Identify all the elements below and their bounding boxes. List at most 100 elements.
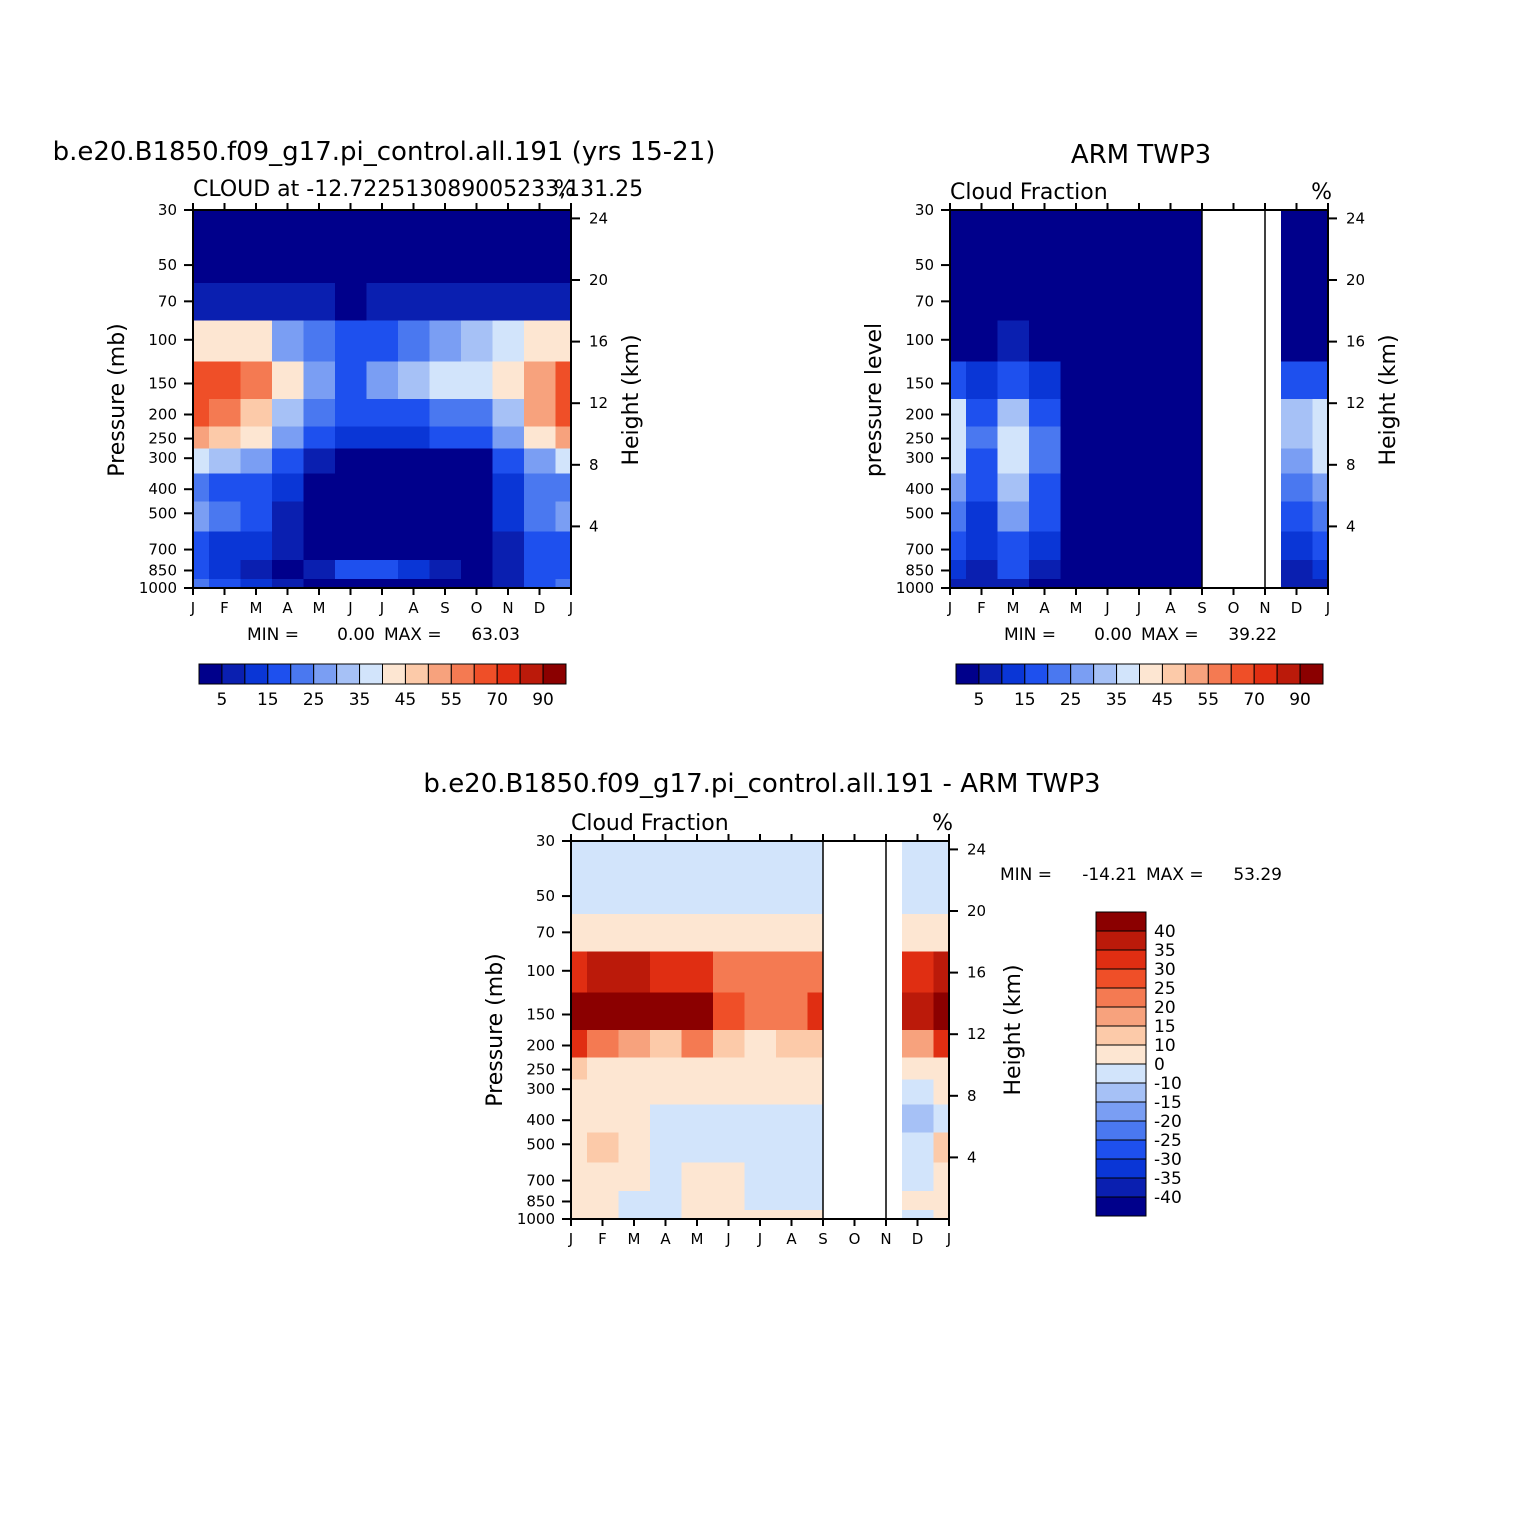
panel-model-colorbar: 5 15 25 35 45 55 70 90	[198, 663, 567, 710]
data-cell	[712, 1057, 745, 1080]
panel-obs-min-value: 0.00	[1094, 625, 1132, 645]
panel-model-units: %	[554, 177, 575, 202]
y-right-tick-label: 12	[589, 394, 608, 412]
data-cell	[712, 1191, 745, 1211]
x-tick-label: J	[568, 599, 573, 617]
data-cell	[303, 560, 335, 580]
y-right-tick-label: 24	[589, 209, 608, 227]
data-cell	[681, 992, 713, 1030]
panel-obs-colorbar: 5 15 25 35 45 55 70 90	[955, 663, 1324, 710]
y-right-tick-label: 4	[589, 517, 599, 535]
data-cell	[950, 399, 966, 427]
data-cell	[366, 399, 398, 427]
data-cell	[1154, 361, 1187, 399]
data-cell	[965, 473, 998, 502]
panel-1-cells	[950, 210, 1328, 588]
x-tick-label: N	[1259, 599, 1270, 617]
colorbar-swatch	[1095, 1158, 1147, 1179]
panel-diff-ylabel-right: Height (km)	[1001, 964, 1026, 1095]
data-cell	[744, 992, 776, 1030]
data-cell	[334, 283, 367, 321]
data-cell	[1060, 210, 1092, 238]
colorbar-swatch	[1276, 663, 1301, 685]
colorbar-swatch	[382, 663, 406, 685]
data-cell	[901, 992, 934, 1030]
colorbar-swatch	[496, 663, 521, 685]
data-cell	[303, 210, 335, 238]
data-cell	[334, 361, 367, 399]
data-cell	[240, 210, 272, 238]
data-cell	[950, 426, 966, 449]
y-tick-label: 200	[526, 1037, 555, 1055]
colorbar-swatch	[1230, 663, 1255, 685]
y-tick-label: 200	[905, 406, 934, 424]
colorbar-swatch	[1070, 663, 1095, 685]
data-cell	[555, 237, 571, 284]
y-tick-label: 1000	[517, 1210, 555, 1228]
y-tick-label: 850	[148, 561, 177, 579]
data-cell	[681, 868, 713, 915]
x-tick-label: A	[282, 599, 293, 617]
data-cell	[1028, 473, 1061, 502]
data-cell	[965, 531, 998, 561]
data-cell	[492, 501, 524, 532]
data-cell	[1060, 399, 1092, 427]
data-cell	[933, 868, 949, 915]
data-cell	[334, 531, 367, 561]
x-tick-label: N	[502, 599, 513, 617]
data-cell	[240, 237, 272, 284]
data-cell	[571, 1030, 587, 1058]
data-cell	[208, 283, 241, 321]
data-cell	[901, 1132, 934, 1163]
data-cell	[571, 914, 587, 952]
data-cell	[555, 399, 571, 427]
data-cell	[397, 361, 430, 399]
data-cell	[950, 283, 966, 321]
data-cell	[555, 283, 571, 321]
data-cell	[1123, 531, 1155, 561]
data-cell	[555, 473, 571, 502]
panel-model-min-label: MIN =	[247, 625, 299, 645]
data-cell	[681, 1162, 713, 1192]
colorbar-swatch	[1299, 663, 1324, 685]
data-cell	[712, 1104, 745, 1133]
data-cell	[271, 361, 304, 399]
data-cell	[193, 426, 209, 449]
data-cell	[429, 283, 461, 321]
colorbar-label: 55	[1197, 690, 1219, 710]
colorbar-label: -30	[1154, 1150, 1182, 1170]
x-tick-label: S	[440, 599, 450, 617]
data-cell	[997, 361, 1029, 399]
colorbar-swatch	[978, 663, 1003, 685]
data-cell	[208, 399, 241, 427]
colorbar-swatch	[1095, 1082, 1147, 1103]
data-cell	[271, 210, 304, 238]
data-cell	[775, 914, 808, 952]
data-cell	[1091, 361, 1124, 399]
panel-obs: ARM TWP3 Cloud Fraction % J F M A M J J A S O N D J 3…	[862, 140, 1401, 710]
y-right-tick-label: 4	[1346, 517, 1356, 535]
colorbar-label: 15	[257, 690, 279, 710]
y-tick-label: 150	[905, 374, 934, 392]
data-cell	[649, 1132, 682, 1163]
data-cell	[965, 448, 998, 474]
data-cell	[1091, 560, 1124, 580]
data-cell	[1123, 210, 1155, 238]
data-cell	[933, 1104, 949, 1133]
data-cell	[1091, 473, 1124, 502]
data-cell	[649, 1210, 682, 1219]
y-tick-label: 250	[526, 1061, 555, 1079]
data-cell	[901, 1104, 934, 1133]
x-tick-label: M	[1007, 599, 1020, 617]
data-cell	[901, 1030, 934, 1058]
y-tick-label: 70	[536, 923, 555, 941]
data-cell	[1280, 283, 1313, 321]
data-cell	[1154, 210, 1187, 238]
data-cell	[1312, 560, 1328, 580]
colorbar-swatch	[221, 663, 246, 685]
data-cell	[571, 992, 587, 1030]
data-cell	[1280, 399, 1313, 427]
panel-obs-min-label: MIN =	[1004, 625, 1056, 645]
colorbar-label: 25	[1060, 690, 1082, 710]
data-cell	[965, 237, 998, 284]
